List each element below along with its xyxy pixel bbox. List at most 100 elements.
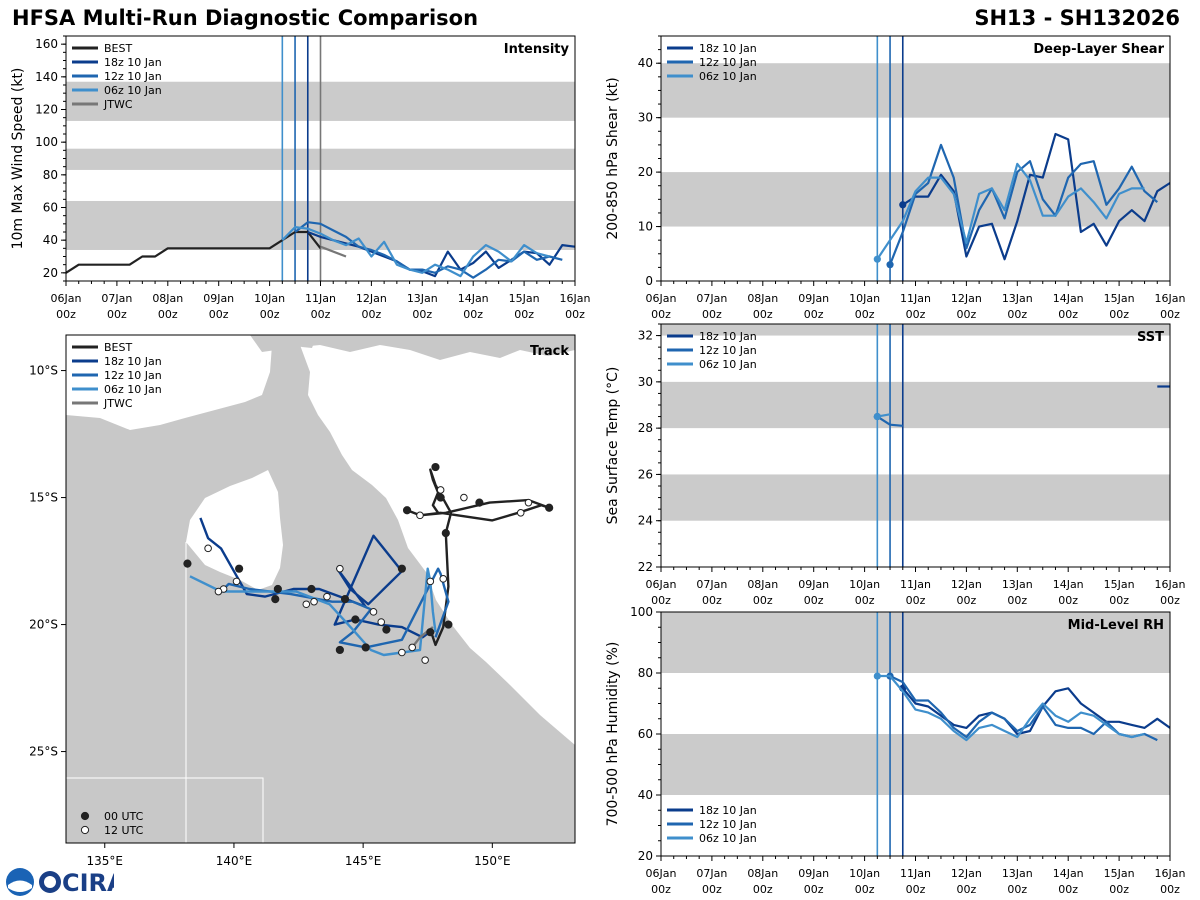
marker-00utc xyxy=(271,595,280,604)
x-tick-day: 13Jan xyxy=(1002,578,1033,591)
shaded-band xyxy=(661,324,1170,336)
x-tick-day: 09Jan xyxy=(798,867,829,880)
x-tick-hour: 00z xyxy=(1160,883,1180,896)
marker-12utc xyxy=(460,493,468,502)
series-line-best xyxy=(66,230,322,274)
y-tick-label: 80 xyxy=(43,168,58,182)
shaded-band xyxy=(661,612,1170,673)
x-tick-day: 10Jan xyxy=(254,292,285,305)
legend-label: 12z 10 Jan xyxy=(104,70,162,83)
marker-12utc xyxy=(439,575,448,583)
panel-track: 135°E 140°E 145°E 150°E 10°S 15°S 20°S 25°S Trac… xyxy=(29,334,576,868)
x-tick-hour: 00z xyxy=(311,308,331,321)
x-tick-day: 14Jan xyxy=(1053,578,1084,591)
x-tick-hour: 00z xyxy=(906,883,926,896)
marker-12utc xyxy=(214,587,223,596)
x-tick-day: 09Jan xyxy=(798,578,829,591)
x-tick-day: 14Jan xyxy=(1053,292,1084,305)
marker-00utc xyxy=(382,625,391,634)
y-tick-label: 100 xyxy=(630,605,653,619)
y-tick-label: 30 xyxy=(638,375,653,389)
marker-00utc xyxy=(183,559,192,568)
marker-00utc xyxy=(307,584,316,594)
legend-label: 12z 10 Jan xyxy=(699,56,757,69)
marker-legend-label: 00 UTC xyxy=(104,810,144,823)
x-tick-day: 16Jan xyxy=(560,292,591,305)
legend-label: 18z 10 Jan xyxy=(699,42,757,55)
shaded-band xyxy=(661,381,1170,429)
x-tick-day: 08Jan xyxy=(152,292,183,305)
x-tick-hour: 00z xyxy=(957,883,977,896)
y-tick-label: 20 xyxy=(638,849,653,863)
x-tick-hour: 00z xyxy=(1058,308,1078,321)
x-tick-hour: 00z xyxy=(412,308,432,321)
legend-label: 18z 10 Jan xyxy=(104,355,162,368)
x-tick-day: 11Jan xyxy=(900,292,931,305)
y-tick-label: 28 xyxy=(638,421,653,435)
x-tick-label: 145°E xyxy=(345,854,382,868)
x-tick-day: 12Jan xyxy=(951,292,982,305)
y-axis-label: 700-500 hPa Humidity (%) xyxy=(605,642,621,827)
shaded-band xyxy=(661,474,1170,521)
marker-12utc xyxy=(302,600,311,609)
marker-00utc xyxy=(475,498,484,507)
marker-00utc xyxy=(273,584,282,594)
marker-00utc xyxy=(545,503,554,512)
legend-label: 12z 10 Jan xyxy=(699,344,757,357)
land-mass xyxy=(150,828,185,843)
x-tick-hour: 00z xyxy=(565,308,585,321)
x-tick-hour: 00z xyxy=(1109,594,1129,607)
x-tick-hour: 00z xyxy=(514,308,534,321)
legend-label: 12z 10 Jan xyxy=(699,818,757,831)
x-tick-hour: 00z xyxy=(804,594,824,607)
y-axis-label: 10m Max Wind Speed (kt) xyxy=(10,68,26,250)
land-mass xyxy=(300,340,315,348)
x-tick-day: 08Jan xyxy=(747,578,778,591)
x-tick-hour: 00z xyxy=(362,308,382,321)
y-tick-label: 26 xyxy=(638,467,653,481)
y-tick-label: 40 xyxy=(638,56,653,70)
x-tick-day: 08Jan xyxy=(747,292,778,305)
y-axis-label: 200-850 hPa Shear (kt) xyxy=(605,77,621,239)
marker-00utc xyxy=(426,628,435,637)
x-tick-day: 16Jan xyxy=(1155,292,1186,305)
marker-00utc xyxy=(441,529,450,538)
x-tick-day: 16Jan xyxy=(1155,578,1186,591)
x-tick-label: 135°E xyxy=(87,854,124,868)
x-tick-hour: 00z xyxy=(753,594,773,607)
legend-label: 06z 10 Jan xyxy=(699,358,757,371)
x-tick-hour: 00z xyxy=(906,308,926,321)
x-tick-day: 08Jan xyxy=(747,867,778,880)
marker-12utc xyxy=(408,643,417,652)
marker-00utc xyxy=(351,615,360,624)
x-tick-hour: 00z xyxy=(1007,594,1027,607)
series-start-marker xyxy=(873,412,881,421)
marker-12utc xyxy=(377,618,386,626)
x-tick-day: 11Jan xyxy=(900,578,931,591)
legend-label: BEST xyxy=(104,42,132,55)
marker-12utc xyxy=(232,577,241,586)
x-tick-hour: 00z xyxy=(957,308,977,321)
y-tick-label: 20 xyxy=(43,266,58,280)
series-start-marker xyxy=(899,201,907,209)
series-line-18z-10-jan xyxy=(307,230,575,278)
x-tick-day: 06Jan xyxy=(646,292,677,305)
x-tick-hour: 00z xyxy=(753,883,773,896)
panel-title: Mid-Level RH xyxy=(1068,618,1164,633)
marker-00utc xyxy=(335,645,344,655)
y-tick-label: 60 xyxy=(43,201,58,215)
x-tick-hour: 00z xyxy=(804,308,824,321)
shaded-band xyxy=(661,734,1170,795)
x-tick-day: 13Jan xyxy=(1002,867,1033,880)
series-line-06z-10-jan xyxy=(281,226,550,278)
x-tick-hour: 00z xyxy=(651,594,671,607)
y-tick-label: 80 xyxy=(638,666,653,680)
y-tick-label: 140 xyxy=(35,70,58,84)
x-tick-day: 09Jan xyxy=(798,292,829,305)
figure-title: HFSA Multi-Run Diagnostic Comparison xyxy=(12,6,479,30)
x-tick-hour: 00z xyxy=(1109,883,1129,896)
marker-12utc xyxy=(426,577,435,586)
y-tick-label: 20°S xyxy=(29,618,58,632)
y-tick-label: 120 xyxy=(35,103,58,117)
